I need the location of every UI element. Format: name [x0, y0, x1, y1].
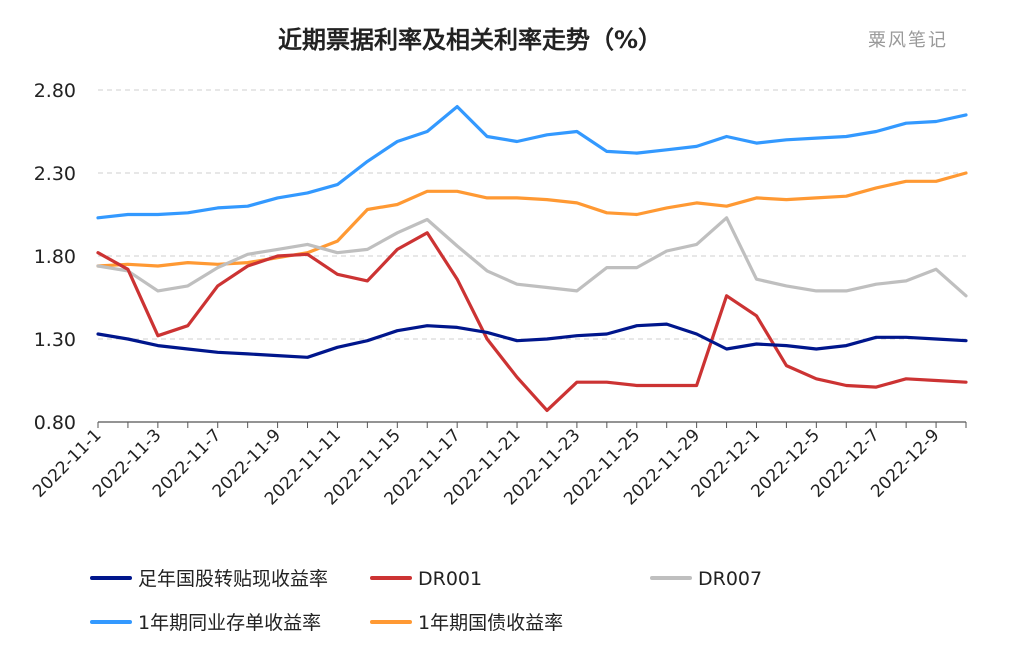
watermark-text: 粟风笔记: [868, 30, 948, 51]
legend-label: 足年国股转贴现收益率: [138, 568, 328, 590]
y-axis: 2.80 2.30 1.80 1.30 0.80: [34, 80, 76, 434]
series-line-2: [96, 231, 968, 412]
grid-lines: [98, 89, 966, 340]
legend-label: DR007: [698, 568, 762, 590]
series-line-3: [96, 216, 968, 298]
x-axis: 2022-11-12022-11-32022-11-72022-11-92022…: [29, 421, 967, 509]
y-tick-label: 0.80: [34, 412, 76, 434]
legend-label: DR001: [418, 568, 482, 590]
series-line-4: [96, 104, 968, 220]
series-line-5: [96, 171, 968, 268]
series-lines: [96, 104, 968, 412]
series-line-1: [96, 322, 968, 359]
y-tick-label: 2.80: [34, 80, 76, 102]
legend-label: 1年期同业存单收益率: [138, 612, 321, 634]
y-tick-label: 1.80: [34, 246, 76, 268]
chart-title: 近期票据利率及相关利率走势（%）: [278, 26, 662, 54]
legend-label: 1年期国债收益率: [418, 612, 563, 634]
legend: 足年国股转贴现收益率 DR001 DR007 1年期同业存单收益率 1年期国债收益率: [90, 568, 762, 634]
y-tick-label: 2.30: [34, 163, 76, 185]
y-tick-label: 1.30: [34, 329, 76, 351]
